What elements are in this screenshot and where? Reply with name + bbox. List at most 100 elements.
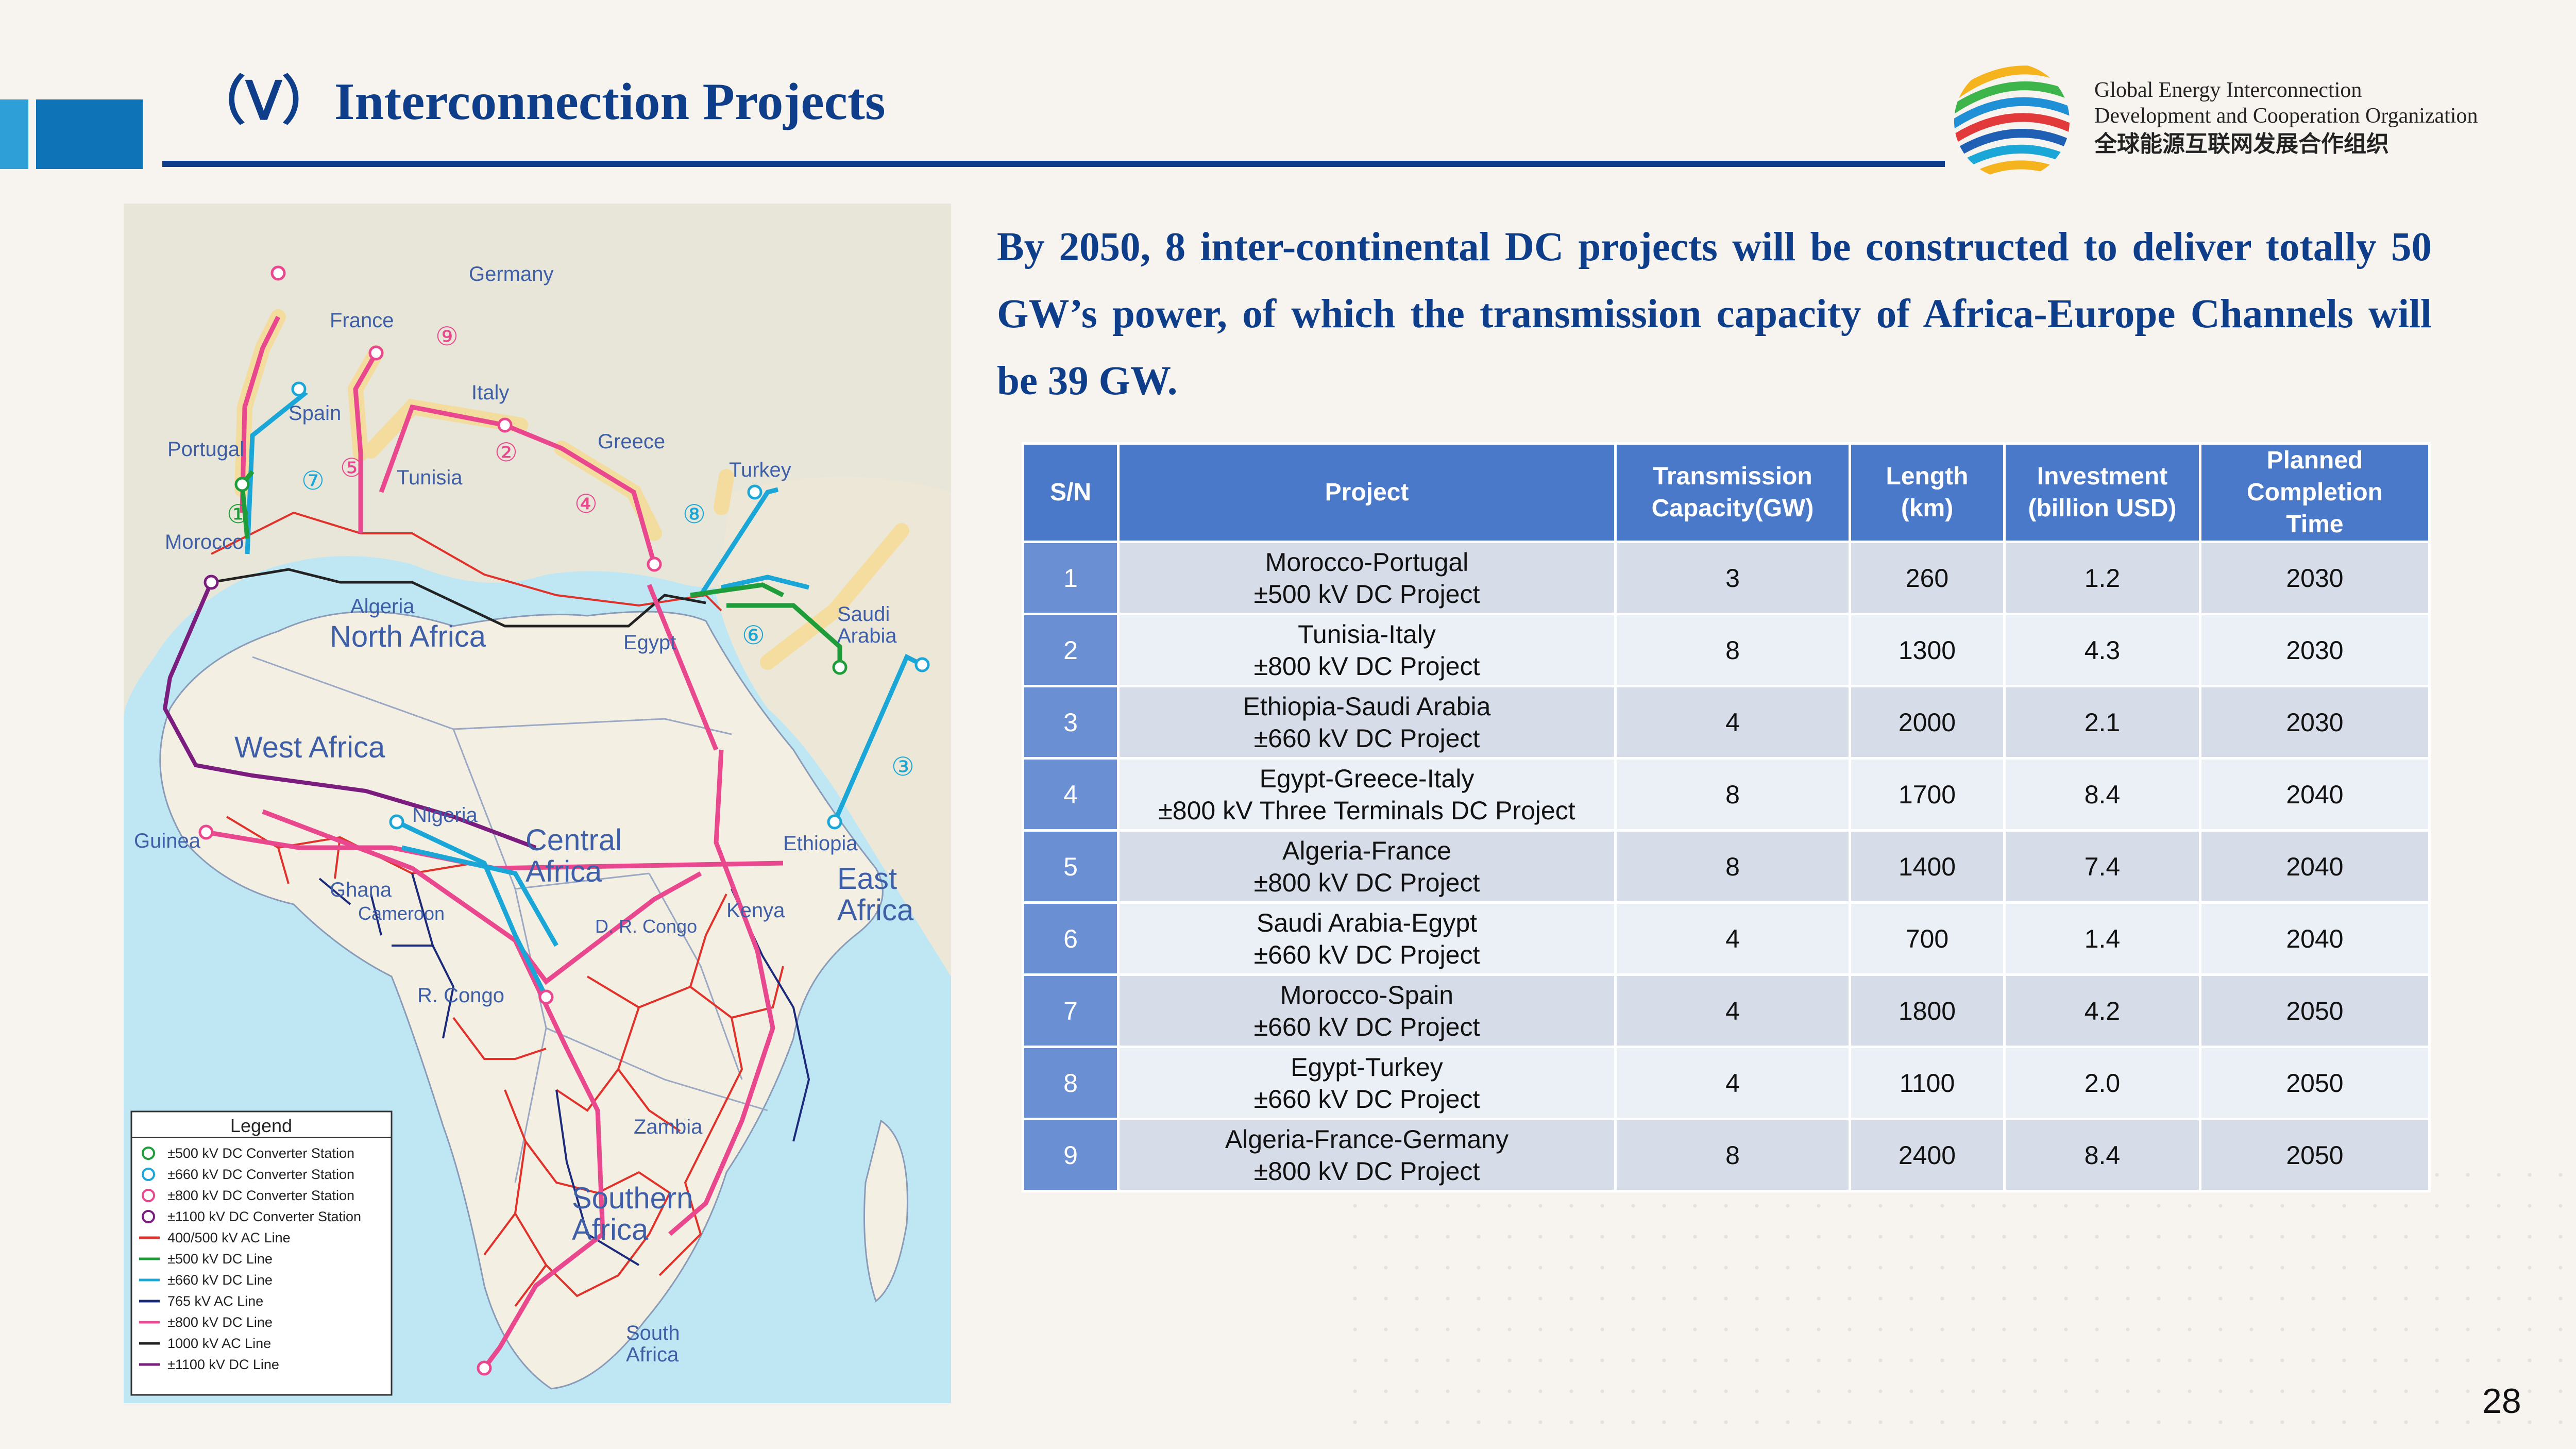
converter-station-icon	[497, 417, 513, 433]
cell-completion-time: 2030	[2199, 541, 2431, 615]
legend-title: Legend	[230, 1115, 292, 1136]
projects-table: S/N Project Transmission Capacity(GW) Len…	[1022, 442, 2431, 1192]
cell-completion-time: 2040	[2199, 901, 2431, 976]
cell-sn: 3	[1022, 685, 1120, 760]
legend-box	[130, 1110, 393, 1396]
table-row: 9 Algeria-France-Germany ±800 kV DC Projec…	[1022, 1118, 2431, 1192]
converter-station-icon	[291, 381, 307, 397]
cell-investment: 4.2	[2003, 973, 2201, 1048]
cell-length: 700	[1849, 901, 2006, 976]
cell-investment: 8.4	[2003, 1118, 2201, 1192]
label-kenya: Kenya	[726, 899, 785, 922]
converter-station-icon	[234, 477, 250, 492]
label-ethiopia: Ethiopia	[783, 832, 858, 855]
organization-name: Global Energy Interconnection Developmen…	[2094, 77, 2478, 160]
legend-item-label: ±800 kV DC Line	[167, 1315, 273, 1330]
page-number: 28	[2482, 1381, 2521, 1421]
background-dot-pattern	[1340, 1159, 2576, 1448]
cell-completion-time: 2040	[2199, 829, 2431, 904]
project-marker-1: ①	[227, 500, 250, 529]
place-labels: Germany France Italy Spain Portugal Gree…	[134, 263, 897, 1366]
header-sn: S/N	[1022, 442, 1120, 543]
cell-capacity: 3	[1614, 541, 1851, 615]
label-zambia: Zambia	[634, 1116, 703, 1138]
cell-project: Morocco-Spain ±660 kV DC Project	[1117, 973, 1617, 1048]
cell-length: 1100	[1849, 1046, 2006, 1120]
label-greece: Greece	[598, 430, 665, 453]
label-germany: Germany	[469, 263, 554, 285]
converter-stations	[198, 265, 930, 1376]
cell-capacity: 8	[1614, 1118, 1851, 1192]
cell-sn: 5	[1022, 829, 1120, 904]
cell-length: 2000	[1849, 685, 2006, 760]
label-portugal: Portugal	[167, 438, 244, 461]
arabia-landmass	[716, 477, 951, 976]
project-marker-6: ⑥	[742, 621, 765, 650]
cell-project: Algeria-France-Germany ±800 kV DC Project	[1117, 1118, 1617, 1192]
cell-completion-time: 2050	[2199, 973, 2431, 1048]
header-capacity: Transmission Capacity(GW)	[1614, 442, 1851, 543]
legend-item-label: ±1100 kV DC Converter Station	[167, 1209, 361, 1224]
org-name-chinese: 全球能源互联网发展合作组织	[2094, 131, 2389, 157]
project-marker-4: ④	[574, 490, 598, 518]
header-completion-time: Planned Completion Time	[2199, 442, 2431, 543]
table-row: 1 Morocco-Portugal ±500 kV DC Project 3 260 1…	[1022, 541, 2431, 615]
converter-station-icon	[747, 484, 762, 500]
cell-length: 1800	[1849, 973, 2006, 1048]
project-marker-7: ⑦	[301, 466, 325, 495]
cell-investment: 1.2	[2003, 541, 2201, 615]
converter-station-icon	[368, 345, 384, 361]
map-legend: Legend ±500 kV DC Converter Station ±660 …	[130, 1110, 393, 1396]
converter-station-icon	[198, 824, 214, 840]
legend-item-label: ±1100 kV DC Line	[167, 1357, 279, 1372]
region-label-central-africa: Central Africa	[526, 823, 622, 888]
cell-investment: 1.4	[2003, 901, 2201, 976]
header-length: Length (km)	[1849, 442, 2006, 543]
cell-length: 1700	[1849, 757, 2006, 832]
cell-completion-time: 2050	[2199, 1118, 2431, 1192]
org-name-line-2: Development and Cooperation Organization	[2094, 104, 2478, 128]
intro-paragraph: By 2050, 8 inter-continental DC projects…	[997, 225, 2432, 403]
legend-station-icon	[142, 1189, 155, 1202]
legend-item-label: 765 kV AC Line	[167, 1293, 263, 1309]
legend-station-icon	[142, 1168, 155, 1181]
cell-project: Saudi Arabia-Egypt ±660 kV DC Project	[1117, 901, 1617, 976]
cell-completion-time: 2040	[2199, 757, 2431, 832]
label-france: France	[330, 309, 394, 332]
header-accent-block-dark	[36, 99, 143, 169]
org-name-line-1: Global Energy Interconnection	[2094, 78, 2362, 102]
label-algeria: Algeria	[350, 595, 415, 618]
converter-station-icon	[832, 660, 848, 675]
cell-sn: 7	[1022, 973, 1120, 1048]
cell-sn: 6	[1022, 901, 1120, 976]
label-ghana: Ghana	[330, 879, 392, 901]
table-row: 7 Morocco-Spain ±660 kV DC Project 4 1800 4.2…	[1022, 973, 2431, 1048]
cell-length: 1300	[1849, 613, 2006, 687]
label-dr-congo: D. R. Congo	[595, 916, 697, 937]
geidco-logo-icon	[1954, 65, 2070, 179]
cell-completion-time: 2050	[2199, 1046, 2431, 1120]
dc-660kv-network	[245, 386, 924, 999]
cell-sn: 2	[1022, 613, 1120, 687]
label-south-africa: South Africa	[626, 1322, 680, 1366]
page-title: （Ⅴ）Interconnection Projects	[193, 73, 886, 131]
converter-station-icon	[914, 657, 930, 672]
legend-item-label: ±800 kV DC Converter Station	[167, 1188, 354, 1203]
cell-length: 1400	[1849, 829, 2006, 904]
label-saudi-arabia: Saudi Arabia	[837, 603, 897, 647]
project-marker-2: ②	[495, 438, 518, 467]
cell-investment: 4.3	[2003, 613, 2201, 687]
project-markers: ① ② ③ ④ ⑤ ⑥ ⑦ ⑧ ⑨	[227, 322, 914, 781]
table-row: 4 Egypt-Greece-Italy ±800 kV Three Termina…	[1022, 757, 2431, 832]
europe-landmass	[124, 204, 951, 719]
cell-capacity: 8	[1614, 757, 1851, 832]
africa-interconnection-map: ① ② ③ ④ ⑤ ⑥ ⑦ ⑧ ⑨ Germany France Italy S…	[124, 204, 951, 1403]
cell-project: Egypt-Turkey ±660 kV DC Project	[1117, 1046, 1617, 1120]
cell-capacity: 8	[1614, 613, 1851, 687]
ac-400-500kv-network	[211, 511, 784, 1307]
cell-capacity: 4	[1614, 973, 1851, 1048]
region-labels: North Africa West Africa Central Africa E…	[234, 620, 914, 1246]
label-egypt: Egypt	[623, 631, 676, 654]
africa-landmass	[159, 611, 884, 1390]
label-nigeria: Nigeria	[412, 804, 478, 827]
